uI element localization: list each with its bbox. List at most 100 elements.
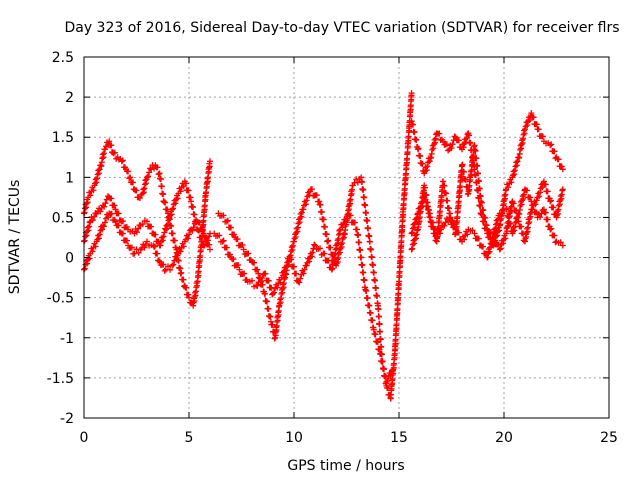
data-point: [144, 174, 150, 181]
data-point: [302, 201, 309, 208]
data-point: [503, 205, 510, 212]
data-point: [389, 366, 396, 373]
data-point: [155, 171, 162, 178]
data-point: [459, 161, 466, 168]
data-point: [258, 278, 264, 285]
data-point: [366, 238, 373, 245]
data-point: [234, 236, 241, 243]
data-point: [487, 229, 494, 236]
data-point: [413, 136, 420, 143]
data-point: [351, 219, 358, 226]
axis-ticks: 0 5 10 15 20 25 -2 -1.5 -1 -0.5 0 0.5 1 1.5 2 2.5: [47, 50, 618, 446]
data-point: [415, 145, 422, 152]
data-point: [358, 254, 365, 261]
data-point: [533, 197, 540, 204]
data-point: [312, 242, 318, 249]
data-point: [466, 132, 473, 139]
data-point: [480, 243, 486, 250]
data-point: [308, 253, 315, 260]
data-point: [367, 310, 374, 317]
data-point: [460, 144, 467, 151]
data-point: [151, 243, 158, 250]
data-point: [177, 265, 184, 272]
data-point: [254, 282, 261, 289]
data-point: [369, 317, 376, 324]
data-point: [559, 166, 566, 173]
data-point: [251, 259, 258, 266]
data-point: [160, 198, 167, 205]
data-point: [417, 153, 424, 160]
data-point: [186, 294, 192, 301]
data-point: [361, 194, 368, 201]
data-point: [95, 235, 102, 242]
data-point: [282, 267, 289, 274]
data-point: [295, 278, 302, 285]
y-tick-label: 0.5: [52, 210, 74, 226]
data-point: [324, 238, 331, 245]
data-point: [452, 134, 459, 141]
data-point: [471, 230, 478, 237]
data-point: [160, 261, 167, 268]
data-point: [447, 210, 454, 217]
data-point: [265, 277, 272, 284]
data-point: [270, 290, 276, 297]
data-point: [411, 129, 418, 136]
data-point: [265, 306, 272, 313]
data-point: [185, 187, 192, 194]
data-point: [169, 206, 176, 213]
data-point: [426, 158, 433, 165]
data-point: [555, 156, 562, 163]
data-point: [536, 193, 543, 200]
data-point: [231, 231, 238, 238]
data-point: [81, 265, 88, 272]
data-point: [309, 186, 315, 193]
data-point: [461, 236, 468, 243]
data-point: [169, 205, 176, 212]
data-point: [300, 270, 307, 277]
data-point: [377, 336, 384, 343]
data-point: [502, 235, 509, 242]
data-point: [327, 244, 334, 251]
data-point: [124, 237, 131, 244]
data-point: [355, 232, 362, 239]
data-point: [313, 192, 320, 199]
data-point: [537, 214, 544, 221]
data-point: [254, 266, 261, 273]
series-track-d: [215, 90, 415, 402]
data-point: [522, 126, 528, 133]
data-point: [271, 289, 278, 296]
data-point: [347, 212, 354, 219]
series-track-e: [211, 210, 396, 385]
data-point: [460, 169, 467, 176]
data-point: [362, 202, 369, 209]
data-point: [339, 224, 346, 231]
data-point: [118, 158, 125, 165]
data-point: [135, 249, 142, 256]
data-point: [491, 234, 498, 241]
data-point: [321, 250, 328, 257]
data-point: [91, 213, 98, 220]
y-tick-label: 1.5: [52, 130, 74, 146]
data-point: [387, 372, 394, 379]
data-point: [363, 287, 370, 294]
data-point: [499, 240, 506, 247]
data-point: [102, 219, 108, 226]
data-point: [559, 186, 566, 193]
data-point: [277, 279, 284, 286]
x-tick-label: 10: [285, 430, 303, 446]
data-point: [542, 209, 549, 216]
data-point: [325, 237, 332, 244]
y-tick-label: 1: [65, 170, 74, 186]
series-track-b: [81, 178, 213, 249]
data-point: [115, 222, 122, 229]
data-point: [169, 230, 176, 237]
data-point: [156, 258, 163, 265]
data-point: [467, 140, 474, 147]
data-point: [311, 241, 318, 248]
data-point: [148, 223, 155, 230]
data-point: [267, 313, 274, 320]
data-point: [423, 192, 430, 199]
data-point: [551, 232, 558, 239]
